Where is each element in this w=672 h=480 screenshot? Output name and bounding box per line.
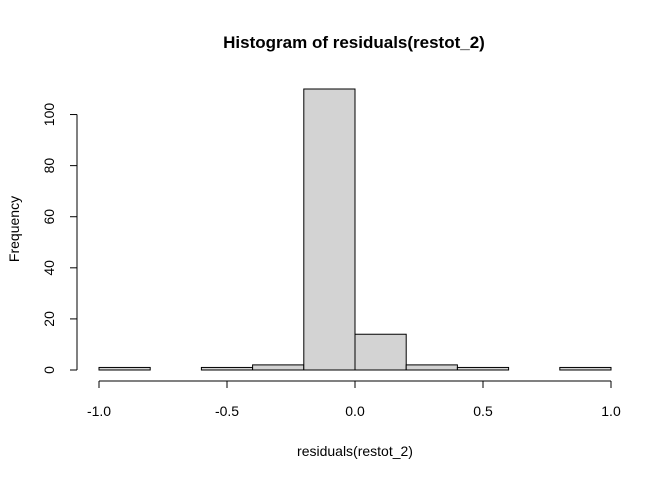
y-tick-label: 60 bbox=[41, 209, 57, 225]
histogram-bar bbox=[405, 364, 458, 371]
histogram-bar bbox=[354, 333, 407, 371]
histogram-bar bbox=[456, 366, 510, 371]
x-tick-label: -1.0 bbox=[87, 403, 111, 419]
x-tick-label: 1.0 bbox=[601, 403, 621, 419]
x-tick-label: 0.5 bbox=[473, 403, 493, 419]
y-tick-label: 0 bbox=[41, 366, 57, 374]
histogram-bar bbox=[559, 366, 612, 371]
y-tick-label: 100 bbox=[41, 103, 57, 127]
histogram-bar bbox=[200, 366, 254, 371]
histogram-bar bbox=[98, 366, 151, 371]
x-tick-label: -0.5 bbox=[215, 403, 239, 419]
y-tick-label: 80 bbox=[41, 158, 57, 174]
y-tick-label: 40 bbox=[41, 260, 57, 276]
chart-title: Histogram of residuals(restot_2) bbox=[223, 33, 485, 52]
y-axis-label: Frequency bbox=[6, 196, 22, 262]
y-tick-label: 20 bbox=[41, 311, 57, 327]
histogram-bar bbox=[252, 364, 305, 371]
x-tick-label: 0.0 bbox=[345, 403, 365, 419]
y-axis: 0 20 40 60 80 100 bbox=[41, 103, 78, 374]
x-axis: -1.0 -0.5 0.0 0.5 1.0 bbox=[87, 380, 621, 419]
histogram-bar bbox=[303, 88, 356, 371]
bars-group bbox=[98, 88, 612, 371]
x-axis-label: residuals(restot_2) bbox=[297, 443, 413, 459]
